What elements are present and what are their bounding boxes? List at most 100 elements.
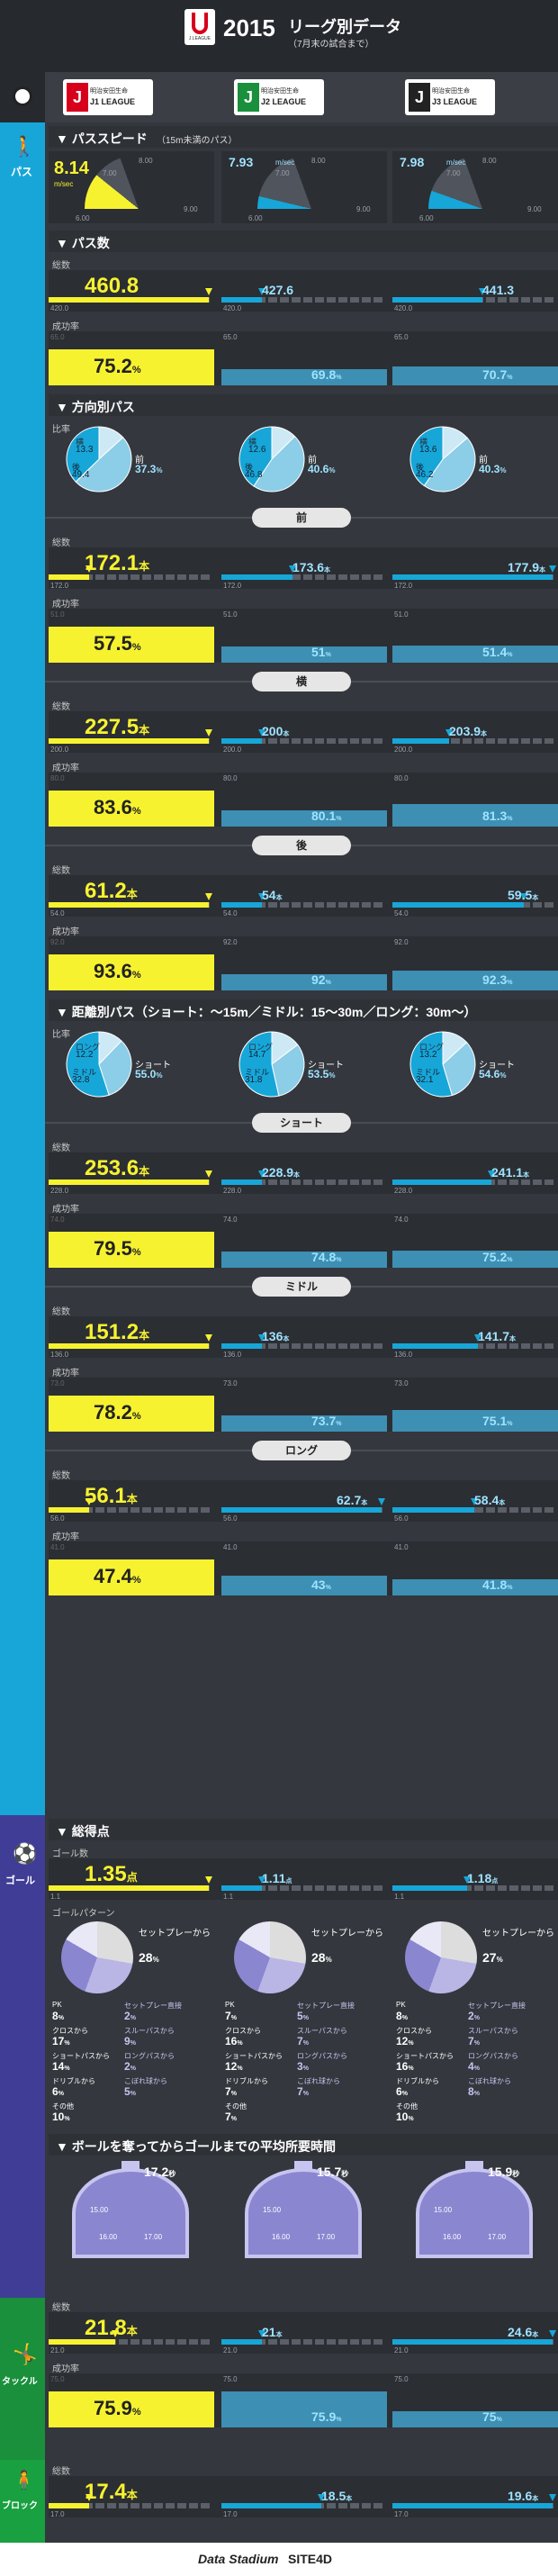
unit: % (152, 1956, 159, 1964)
rate-unit: % (131, 1247, 141, 1258)
ruler (221, 738, 385, 744)
league-name: J1 LEAGUE (90, 97, 136, 106)
count-bar (221, 738, 262, 744)
rate-bar (221, 1252, 387, 1268)
pie-value-back: 46.8 (245, 470, 263, 480)
league-badge: J (67, 83, 88, 112)
time-title: ▼ ボールを奪ってからゴールまでの平均所要時間 (56, 2139, 337, 2154)
count-tick: 54.0 (50, 909, 65, 917)
count-unit: 本 (509, 1336, 517, 1342)
count-marker (488, 1170, 495, 1178)
count-tick: 54.0 (223, 909, 238, 917)
rate-unit: % (131, 970, 141, 981)
rate-value-3: 81.3% (482, 809, 513, 823)
count-bar (221, 902, 262, 908)
rate-bar (49, 1559, 214, 1595)
unit: % (325, 1956, 332, 1964)
pie-value-fwd: 40.3% (479, 463, 507, 475)
sidebar-goal-label: ゴール (5, 1876, 35, 1886)
ruler (221, 1343, 385, 1349)
rate-unit: % (507, 652, 513, 658)
count-tick: 17.0 (50, 2510, 65, 2518)
rate-tick: 73.0 (50, 1379, 65, 1387)
rate-bar (221, 2391, 387, 2427)
count-marker (205, 288, 212, 295)
time-tick: 16.00 (443, 2233, 462, 2241)
pie-label-side: 横 (76, 438, 85, 447)
pattern-name-long: ロングパスから (297, 2052, 347, 2060)
count-value-3: 1.18点 (467, 1871, 499, 1885)
count-tick: 56.0 (223, 1514, 238, 1523)
player-tackle-icon: 🤸 (13, 2343, 38, 2365)
pie-value-middle: 32.8 (72, 1075, 90, 1085)
divider-middle-divider: ミドル (45, 1277, 558, 1297)
row-bg-10 (49, 1316, 558, 1358)
league-name: J2 LEAGUE (261, 97, 307, 106)
pie-slice-back (75, 437, 132, 493)
pie-value-fwd: 40.6% (308, 463, 336, 475)
count-marker (464, 1876, 471, 1884)
row-label-17: 総数 (52, 2467, 70, 2477)
unit: % (401, 2015, 408, 2021)
count-value-3: 141.7本 (478, 1329, 517, 1343)
pie-value-short: 54.6% (479, 1068, 507, 1080)
pie-slice-fwd (238, 426, 273, 487)
count-bar (221, 2503, 321, 2508)
unit: % (237, 2065, 243, 2072)
pattern-value-short: 12% (225, 2060, 243, 2073)
divider-side-divider: 横 (45, 672, 558, 691)
count-marker (205, 1334, 212, 1342)
pattern-name-short: ショートパスから (52, 2052, 110, 2060)
pass-count-title-band (49, 230, 558, 252)
pie-slice-fwd (410, 426, 444, 487)
league-logo-1: J 明治安田生命 J1 LEAGUE (63, 79, 153, 115)
ruler (221, 1885, 385, 1891)
rate-bar (221, 974, 387, 990)
pattern-name-other: その他 (52, 2102, 74, 2111)
sidebar-pass: 🚶 パス (0, 122, 45, 1815)
count-bar (392, 2339, 553, 2345)
row-label-16: 成功率 (52, 2364, 79, 2374)
sidebar-tackle-label: タックル (2, 2377, 38, 2387)
count-unit: 本 (499, 1500, 506, 1506)
rate-tick: 65.0 (50, 333, 65, 341)
count-value-1: 227.5本 (85, 715, 150, 739)
unit: % (302, 2015, 309, 2021)
pie-label-fwd: 前 (308, 456, 317, 465)
content: ▼ パススピード （15m未満のパス） 8.14 m/sec 6.00 7.00 8.00 9… (45, 122, 558, 2543)
count-marker (86, 565, 93, 573)
speed-tick: 6.00 (76, 214, 90, 222)
pass-speed-title: ▼ パススピード (56, 131, 148, 146)
speed-tick: 9.00 (527, 205, 542, 213)
count-marker (446, 729, 453, 737)
count-unit: 本 (532, 2332, 539, 2338)
rate-unit: % (131, 642, 141, 653)
rate-unit: % (131, 1411, 141, 1422)
rate-bar (49, 349, 214, 385)
unit: % (58, 2091, 64, 2097)
rate-unit: % (131, 365, 141, 375)
ruler (392, 738, 556, 744)
pie-slice-short (66, 1031, 110, 1098)
divider-short: ショート (252, 1113, 351, 1133)
count-unit: 点 (126, 1871, 138, 1884)
rate-value-3: 75% (482, 2409, 502, 2424)
sidebar-block-label: ブロック (2, 2501, 38, 2511)
pie-slice-short (410, 1031, 454, 1098)
footer-brand2: SITE4D (288, 2552, 333, 2566)
pie-value-side: 12.6 (248, 445, 266, 455)
pie-label-long: ロング (419, 1043, 445, 1052)
ruler (221, 902, 385, 908)
direction-pie-3 (410, 426, 476, 493)
count-value-2: 228.9本 (262, 1165, 301, 1180)
rate-tick: 73.0 (394, 1379, 409, 1387)
pie-label-short: ショート (308, 1061, 344, 1071)
rate-bar (221, 1576, 387, 1595)
count-value-1: 21.8本 (85, 2316, 138, 2340)
count-bar (49, 574, 89, 580)
pie-slice-fwd (66, 426, 100, 483)
goal-pattern-pie-1 (61, 1921, 133, 1993)
unit: % (302, 2040, 309, 2047)
pie-slice-back (423, 437, 476, 493)
pattern-name-short: ショートパスから (396, 2052, 454, 2060)
